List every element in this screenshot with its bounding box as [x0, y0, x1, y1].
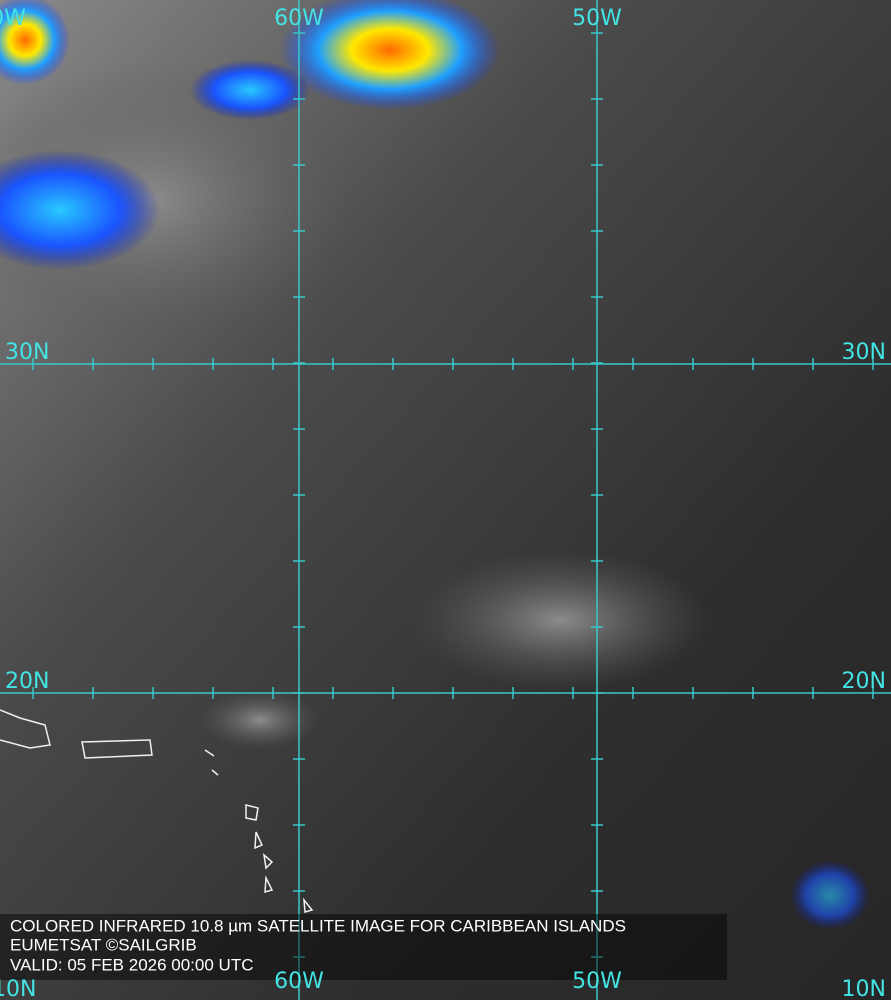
cloud-top — [280, 0, 500, 110]
latitude-label: 30N — [842, 340, 886, 365]
cloud-top — [190, 60, 310, 120]
caption-line: VALID: 05 FEB 2026 00:00 UTC — [10, 955, 253, 974]
latitude-label: 10N — [0, 977, 36, 1000]
cloud — [0, 60, 350, 340]
cloud — [200, 690, 320, 750]
island — [204, 749, 314, 913]
island — [81, 739, 153, 759]
cloud-top — [790, 860, 870, 930]
island — [0, 709, 51, 749]
longitude-label: 60W — [274, 969, 324, 994]
islands — [0, 709, 314, 913]
longitude-label: 60W — [274, 6, 324, 31]
latitude-label: 20N — [5, 669, 49, 694]
cloud-top — [0, 150, 160, 270]
latitude-label: 30N — [5, 340, 49, 365]
longitude-label: 50W — [572, 6, 622, 31]
caption-line: EUMETSAT ©SAILGRIB — [10, 935, 197, 954]
longitude-label: 50W — [572, 969, 622, 994]
cloud-top — [0, 0, 70, 85]
latitude-label: 20N — [842, 669, 886, 694]
caption-line: COLORED INFRARED 10.8 µm SATELLITE IMAGE… — [10, 916, 626, 935]
cloud — [410, 550, 710, 690]
caption-box — [0, 914, 727, 980]
longitude-label: 70W — [0, 6, 26, 31]
latitude-label: 10N — [842, 977, 886, 1000]
